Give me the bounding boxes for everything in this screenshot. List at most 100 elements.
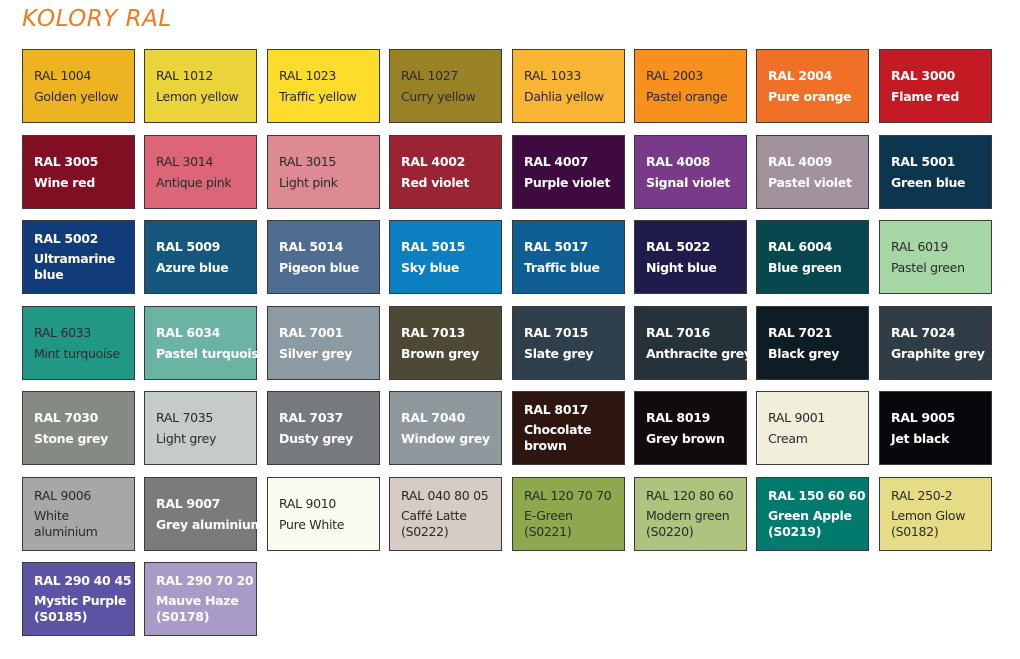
color-swatch: RAL 7030 Stone grey xyxy=(22,391,135,465)
swatch-code: RAL 2003 xyxy=(646,67,704,83)
swatch-name: Mint turquoise xyxy=(34,345,120,361)
swatch-code: RAL 7016 xyxy=(646,324,711,340)
color-swatch: RAL 5014 Pigeon blue xyxy=(267,220,380,294)
swatch-name: blue xyxy=(34,267,64,282)
color-swatch: RAL 290 70 20 Mauve Haze (S0178) xyxy=(144,562,257,636)
swatch-name: Anthracite grey xyxy=(646,345,752,361)
color-swatch: RAL 7035 Light grey xyxy=(144,391,257,465)
color-swatch: RAL 4008 Signal violet xyxy=(634,135,747,209)
swatch-name: Graphite grey xyxy=(891,345,985,361)
swatch-name: Wine red xyxy=(34,174,95,190)
swatch-code: RAL 4008 xyxy=(646,153,711,169)
color-swatch: RAL 4002 Red violet xyxy=(389,135,502,209)
swatch-code: RAL 5009 xyxy=(156,238,221,254)
swatch-name: Slate grey xyxy=(524,345,594,361)
color-swatch: RAL 9007 Grey aluminium xyxy=(144,477,264,551)
color-swatch: RAL 9010 Pure White xyxy=(267,477,380,551)
swatch-code: RAL 5002 xyxy=(34,231,99,246)
color-swatch: RAL 290 40 45 Mystic Purple (S0185) xyxy=(22,562,135,636)
swatch-code: RAL 120 80 60 xyxy=(646,488,734,503)
swatch-code: RAL 4009 xyxy=(768,153,833,169)
swatch-code: RAL 6033 xyxy=(34,324,92,340)
swatch-name: Jet black xyxy=(891,430,950,446)
color-swatch: RAL 120 80 60 Modern green (S0220) xyxy=(634,477,747,551)
swatch-code: RAL 9007 xyxy=(156,495,221,511)
color-swatch: RAL 150 60 60 Green Apple (S0219) xyxy=(756,477,869,551)
swatch-name: Flame red xyxy=(891,88,960,104)
swatch-name: Purple violet xyxy=(524,174,611,190)
color-swatch: RAL 9006 White aluminium xyxy=(22,477,135,551)
swatch-name: Modern green xyxy=(646,508,730,523)
color-swatch: RAL 5022 Night blue xyxy=(634,220,747,294)
color-swatch: RAL 120 70 70 E-Green (S0221) xyxy=(512,477,625,551)
color-swatch: RAL 8017 Chocolate brown xyxy=(512,391,625,465)
swatch-name: Pastel violet xyxy=(768,174,852,190)
swatch-code: RAL 1004 xyxy=(34,67,92,83)
swatch-name: Black grey xyxy=(768,345,840,361)
swatch-name: White xyxy=(34,508,69,523)
swatch-name: Traffic yellow xyxy=(279,88,357,104)
color-swatch: RAL 250-2 Lemon Glow (S0182) xyxy=(879,477,992,551)
swatch-name: aluminium xyxy=(34,524,98,539)
swatch-code: RAL 7037 xyxy=(279,409,344,425)
swatch-code: RAL 5017 xyxy=(524,238,589,254)
swatch-code: RAL 4002 xyxy=(401,153,466,169)
color-swatch: RAL 1004 Golden yellow xyxy=(22,49,135,123)
swatch-name: Green Apple xyxy=(768,508,852,523)
color-swatch: RAL 5002 Ultramarine blue xyxy=(22,220,135,294)
color-swatch: RAL 3000 Flame red xyxy=(879,49,992,123)
swatch-code: RAL 6034 xyxy=(156,324,221,340)
swatch-code: RAL 3005 xyxy=(34,153,99,169)
swatch-name: Dusty grey xyxy=(279,430,353,446)
swatch-name: Golden yellow xyxy=(34,88,119,104)
color-swatch: RAL 4009 Pastel violet xyxy=(756,135,869,209)
swatch-name: Grey aluminium xyxy=(156,516,264,532)
swatch-code: RAL 7021 xyxy=(768,324,833,340)
swatch-name: Sky blue xyxy=(401,259,460,275)
swatch-name: E-Green xyxy=(524,508,573,523)
color-swatch: RAL 7037 Dusty grey xyxy=(267,391,380,465)
swatch-name: Azure blue xyxy=(156,259,229,275)
color-swatch: RAL 6033 Mint turquoise xyxy=(22,306,135,380)
swatch-name: Pastel green xyxy=(891,259,965,275)
color-swatch: RAL 1033 Dahlia yellow xyxy=(512,49,625,123)
swatch-name: Light pink xyxy=(279,174,338,190)
swatch-name: (S0185) xyxy=(34,609,88,624)
color-swatch: RAL 040 80 05 Caffé Latte (S0222) xyxy=(389,477,502,551)
color-swatch: RAL 1012 Lemon yellow xyxy=(144,49,257,123)
swatch-name: Night blue xyxy=(646,259,717,275)
swatch-name: Antique pink xyxy=(156,174,232,190)
swatch-code: RAL 7035 xyxy=(156,409,214,425)
color-swatch: RAL 3015 Light pink xyxy=(267,135,380,209)
swatch-name: Brown grey xyxy=(401,345,479,361)
swatch-code: RAL 290 70 20 xyxy=(156,573,254,588)
swatch-name: (S0219) xyxy=(768,524,822,539)
color-swatch: RAL 6004 Blue green xyxy=(756,220,869,294)
swatch-name: Blue green xyxy=(768,259,842,275)
swatch-code: RAL 3014 xyxy=(156,153,214,169)
swatch-name: Ultramarine xyxy=(34,251,115,266)
color-swatch: RAL 7024 Graphite grey xyxy=(879,306,992,380)
swatch-name: Stone grey xyxy=(34,430,109,446)
color-swatch: RAL 1023 Traffic yellow xyxy=(267,49,380,123)
color-swatch: RAL 7015 Slate grey xyxy=(512,306,625,380)
color-swatch: RAL 4007 Purple violet xyxy=(512,135,625,209)
color-swatch: RAL 8019 Grey brown xyxy=(634,391,747,465)
swatch-code: RAL 9010 xyxy=(279,495,337,511)
swatch-name: Green blue xyxy=(891,174,966,190)
swatch-code: RAL 7024 xyxy=(891,324,956,340)
swatch-name: Pure orange xyxy=(768,88,852,104)
swatch-code: RAL 5001 xyxy=(891,153,956,169)
color-swatch: RAL 5009 Azure blue xyxy=(144,220,257,294)
swatch-name: Mystic Purple xyxy=(34,593,127,608)
swatch-code: RAL 8017 xyxy=(524,402,589,417)
swatch-code: RAL 9001 xyxy=(768,409,826,425)
color-swatch: RAL 2004 Pure orange xyxy=(756,49,869,123)
swatch-name: Mauve Haze xyxy=(156,593,239,608)
swatch-name: Caffé Latte xyxy=(401,508,467,523)
swatch-name: Pastel turquoise xyxy=(156,345,267,361)
swatch-name: Lemon Glow xyxy=(891,508,966,523)
swatch-name: (S0220) xyxy=(646,524,694,539)
swatch-code: RAL 7030 xyxy=(34,409,99,425)
page-title: KOLORY RAL xyxy=(22,6,172,32)
